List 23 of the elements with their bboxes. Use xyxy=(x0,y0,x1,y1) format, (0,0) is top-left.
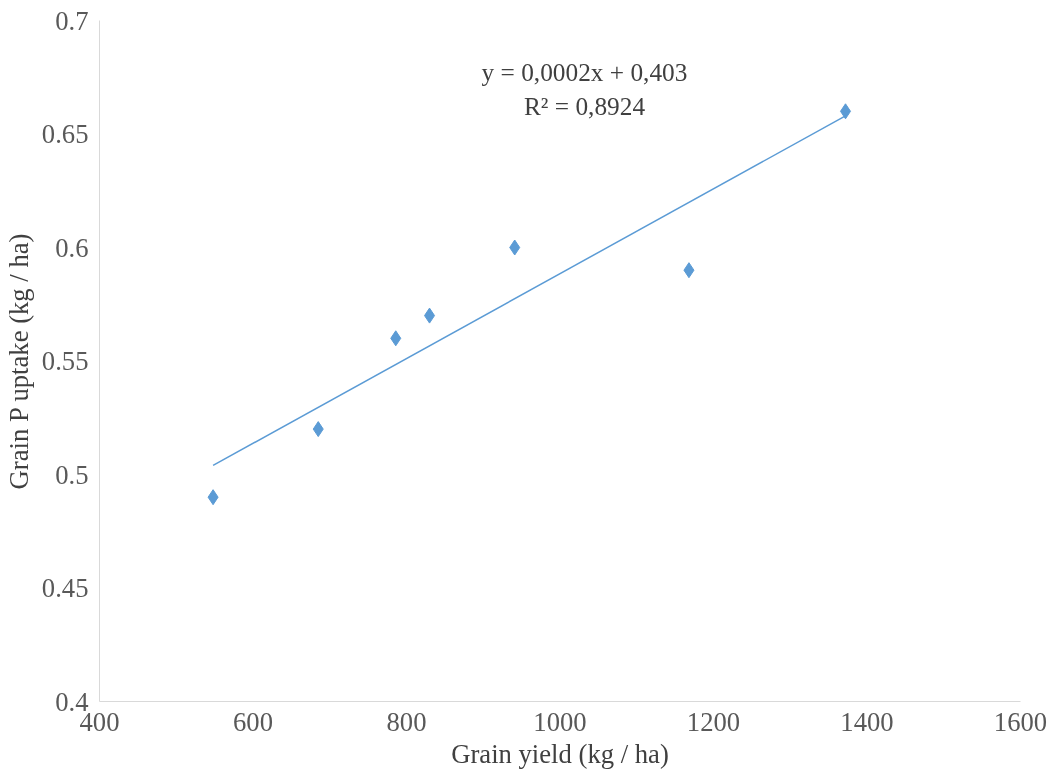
point xyxy=(207,489,219,506)
y-tick-label: 0.65 xyxy=(41,119,89,149)
point xyxy=(683,262,695,279)
y-tick-label: 0.55 xyxy=(41,346,89,376)
x-tick-label: 800 xyxy=(386,706,427,737)
y-tick-label: 0.7 xyxy=(55,5,89,36)
y-tick-label: 0.45 xyxy=(41,573,89,603)
y-axis-title: Grain P uptake (kg / ha) xyxy=(3,233,34,490)
point xyxy=(424,307,436,324)
point xyxy=(312,421,324,438)
x-tick-label: 1600 xyxy=(993,706,1048,737)
annotation: R² = 0,8924 xyxy=(523,91,646,120)
point xyxy=(509,239,521,256)
annotation: y = 0,0002x + 0,403 xyxy=(481,57,688,86)
x-tick-label: 1400 xyxy=(840,706,894,737)
y-tick-label: 0.6 xyxy=(55,232,89,263)
x-tick-label: 600 xyxy=(233,706,273,737)
x-axis-title: Grain yield (kg / ha) xyxy=(451,738,669,769)
x-tick-label: 1000 xyxy=(533,706,587,737)
x-tick-label: 1200 xyxy=(686,706,741,737)
point xyxy=(840,103,852,120)
point xyxy=(390,330,402,347)
y-tick-label: 0.5 xyxy=(55,459,89,490)
